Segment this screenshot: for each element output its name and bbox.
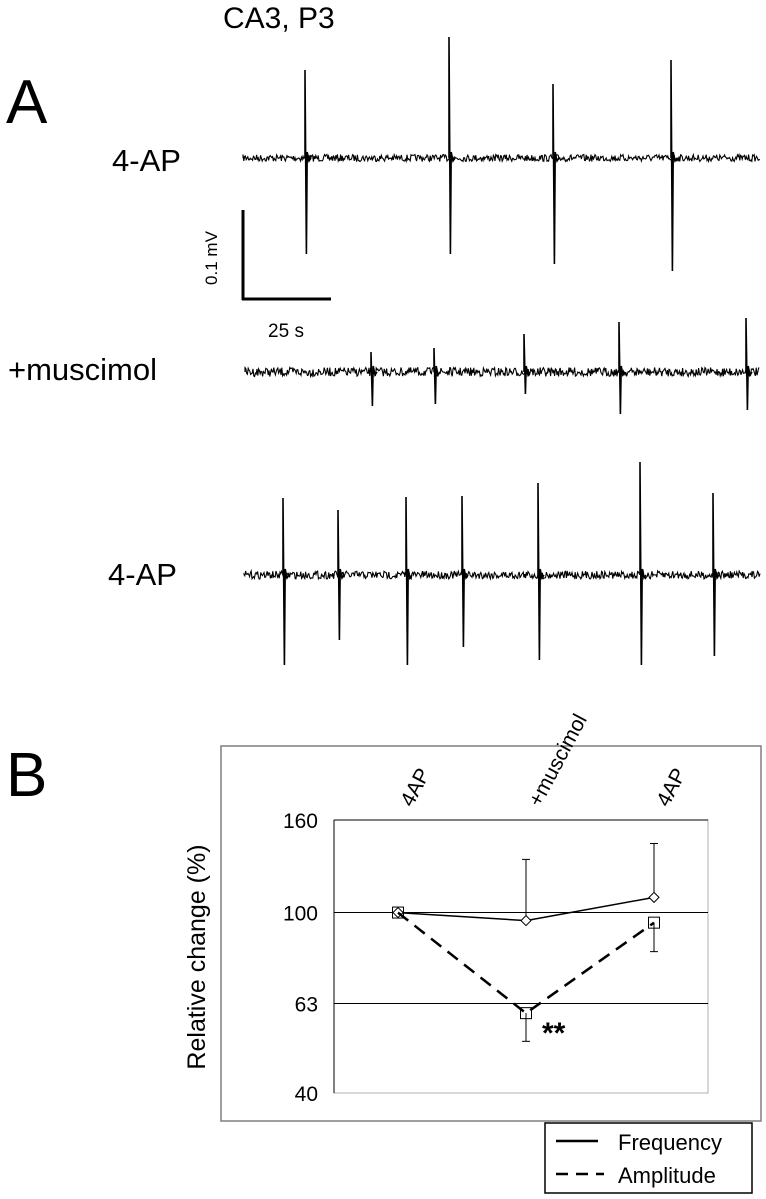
trace-label-muscimol: +muscimol bbox=[8, 352, 158, 387]
trace-spike bbox=[537, 482, 545, 661]
trace-spike bbox=[370, 351, 378, 407]
trace-spike bbox=[461, 495, 469, 648]
data-series bbox=[392, 843, 660, 1042]
significance-annotation: ** bbox=[542, 1017, 566, 1050]
panel-b-label: B bbox=[6, 741, 48, 810]
panel-a-label: A bbox=[6, 68, 48, 137]
gridlines bbox=[334, 819, 708, 1005]
y-tick-label: 160 bbox=[283, 810, 318, 833]
frequency-point-marker bbox=[520, 914, 532, 927]
x-category-label: 4AP bbox=[652, 764, 691, 810]
trace-baseline bbox=[244, 365, 760, 379]
scale-bar-time-label: 25 s bbox=[268, 321, 304, 342]
x-category-label: 4AP bbox=[396, 764, 435, 810]
y-tick-label: 63 bbox=[295, 994, 318, 1017]
trace-spike bbox=[618, 321, 626, 415]
trace-spike bbox=[405, 496, 413, 666]
y-tick-labels: 40 63 100 160 bbox=[283, 810, 318, 1106]
legend-frequency-label: Frequency bbox=[618, 1130, 722, 1155]
trace-muscimol bbox=[244, 317, 760, 415]
scale-bar: 0.1 mV 25 s bbox=[202, 210, 331, 342]
trace-baseline bbox=[242, 152, 761, 164]
amplitude-point-marker bbox=[392, 906, 404, 919]
trace-4ap-top bbox=[242, 36, 761, 272]
frequency-point-marker bbox=[648, 891, 660, 904]
amplitude-point-marker bbox=[520, 1007, 532, 1020]
trace-spike bbox=[433, 347, 441, 405]
trace-spike bbox=[639, 461, 647, 666]
x-category-labels: 4AP +muscimol 4AP bbox=[396, 710, 691, 810]
trace-spike bbox=[523, 333, 531, 395]
amplitude-point-marker bbox=[648, 916, 660, 929]
trace-spike bbox=[552, 83, 560, 265]
trace-spike bbox=[712, 492, 720, 657]
trace-label-4ap-top: 4-AP bbox=[112, 143, 181, 178]
trace-label-4ap-bottom: 4-AP bbox=[108, 557, 177, 592]
x-category-label: +muscimol bbox=[524, 710, 592, 810]
legend-amplitude-label: Amplitude bbox=[618, 1163, 716, 1188]
trace-spike bbox=[448, 36, 456, 255]
trace-spike bbox=[670, 59, 678, 272]
series-line-amplitude bbox=[397, 911, 655, 1015]
y-tick-label: 100 bbox=[283, 903, 318, 926]
trace-4ap-bottom bbox=[243, 461, 761, 666]
chart-outer-frame bbox=[220, 745, 762, 1122]
panel-b-chart: 40 63 100 160 4AP +muscimol 4AP Relative chan… bbox=[183, 710, 762, 1194]
figure-title: CA3, P3 bbox=[223, 2, 335, 35]
trace-spike bbox=[745, 317, 753, 411]
y-axis-label: Relative change (%) bbox=[183, 844, 211, 1069]
trace-spike bbox=[282, 497, 290, 666]
trace-spike bbox=[304, 69, 312, 255]
trace-spike bbox=[337, 509, 345, 641]
y-tick-label: 40 bbox=[295, 1083, 318, 1106]
legend: Frequency Amplitude bbox=[544, 1122, 753, 1194]
trace-baseline bbox=[243, 568, 761, 581]
legend-box bbox=[544, 1122, 753, 1194]
panel-a-traces: 0.1 mV 25 s bbox=[202, 36, 761, 666]
scale-bar-voltage-label: 0.1 mV bbox=[202, 230, 221, 285]
plot-area-frame bbox=[333, 819, 709, 1094]
